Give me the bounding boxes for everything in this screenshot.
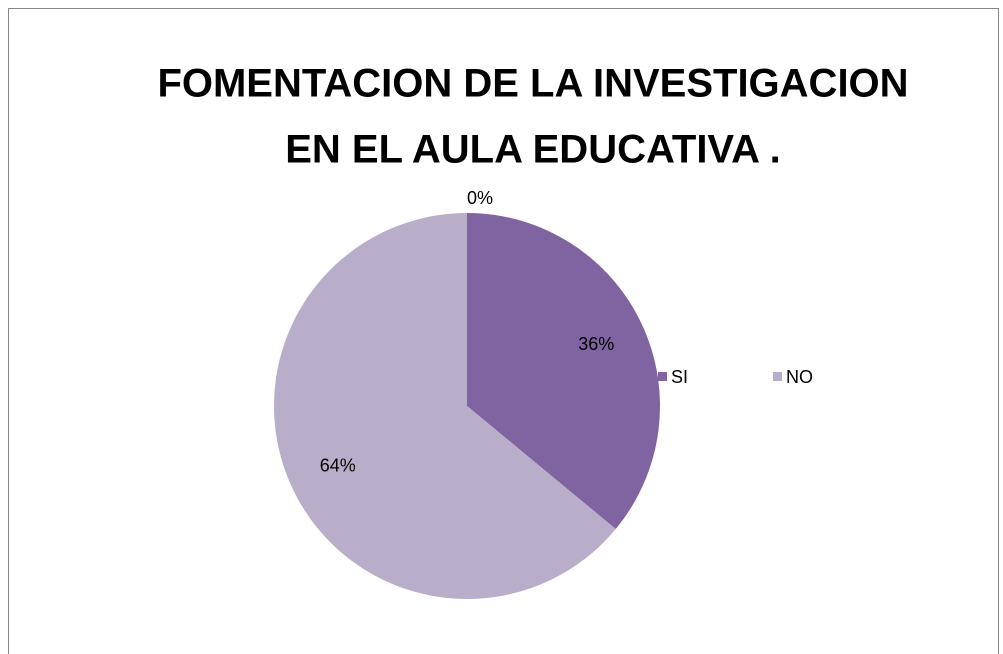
data-label: 64% <box>320 456 356 476</box>
legend-swatch <box>658 372 667 381</box>
chart-title: FOMENTACION DE LA INVESTIGACION <box>157 62 908 106</box>
legend-swatch <box>773 372 782 381</box>
pie-slice <box>467 213 660 530</box>
data-label: 36% <box>578 334 614 354</box>
legend-label: SI <box>671 367 688 387</box>
pie-slice <box>273 213 616 599</box>
chart-title: EN EL AULA EDUCATIVA . <box>285 128 781 172</box>
legend-label: NO <box>786 367 813 387</box>
data-label: 0% <box>467 188 493 208</box>
